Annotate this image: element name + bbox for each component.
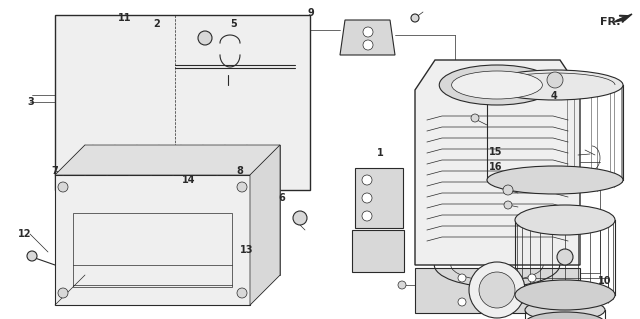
Polygon shape: [340, 20, 395, 55]
Text: 10: 10: [598, 276, 612, 286]
Circle shape: [58, 182, 68, 192]
Ellipse shape: [525, 312, 605, 319]
Bar: [415, 268, 580, 313]
Polygon shape: [55, 145, 280, 175]
Bar: [55, 15, 310, 190]
Text: 4: 4: [550, 91, 557, 101]
Circle shape: [471, 114, 479, 122]
Circle shape: [528, 274, 536, 282]
Circle shape: [362, 175, 372, 185]
Ellipse shape: [452, 71, 542, 99]
Circle shape: [362, 211, 372, 221]
Ellipse shape: [439, 65, 555, 105]
Circle shape: [293, 211, 307, 225]
Circle shape: [504, 201, 512, 209]
Polygon shape: [614, 14, 632, 22]
Ellipse shape: [515, 280, 615, 310]
Polygon shape: [352, 230, 404, 272]
Circle shape: [237, 182, 247, 192]
Text: SC23-B1710B: SC23-B1710B: [525, 286, 580, 294]
Circle shape: [547, 72, 563, 88]
Circle shape: [479, 272, 515, 308]
Text: 14: 14: [182, 175, 196, 185]
Text: 2: 2: [154, 19, 160, 29]
Circle shape: [363, 40, 373, 50]
Polygon shape: [55, 175, 250, 305]
Circle shape: [198, 31, 212, 45]
Polygon shape: [85, 145, 280, 275]
Bar: [498, 278, 608, 296]
Circle shape: [557, 249, 573, 265]
Circle shape: [398, 281, 406, 289]
Ellipse shape: [525, 299, 605, 319]
Ellipse shape: [515, 205, 615, 235]
Circle shape: [503, 185, 513, 195]
Circle shape: [363, 27, 373, 37]
Bar: [355, 168, 403, 228]
Bar: [500, 183, 600, 273]
Circle shape: [58, 288, 68, 298]
Text: 13: 13: [239, 245, 253, 256]
Polygon shape: [250, 145, 280, 305]
Circle shape: [27, 251, 37, 261]
Text: 15: 15: [489, 146, 503, 157]
Text: 12: 12: [17, 229, 31, 240]
Text: FR.: FR.: [600, 17, 621, 27]
Ellipse shape: [487, 166, 623, 194]
Text: 1: 1: [378, 148, 384, 158]
Text: 11: 11: [118, 12, 132, 23]
Circle shape: [362, 193, 372, 203]
Text: 8: 8: [237, 166, 243, 176]
Circle shape: [411, 14, 419, 22]
Text: 6: 6: [278, 193, 285, 203]
Text: 7: 7: [51, 166, 58, 176]
Text: 9: 9: [307, 8, 314, 18]
Ellipse shape: [487, 70, 623, 100]
Text: 5: 5: [230, 19, 237, 29]
Circle shape: [237, 288, 247, 298]
Circle shape: [528, 298, 536, 306]
Circle shape: [469, 262, 525, 318]
Text: 16: 16: [489, 162, 503, 173]
Circle shape: [458, 274, 466, 282]
Circle shape: [458, 298, 466, 306]
Text: 3: 3: [28, 97, 34, 107]
Polygon shape: [415, 60, 580, 265]
